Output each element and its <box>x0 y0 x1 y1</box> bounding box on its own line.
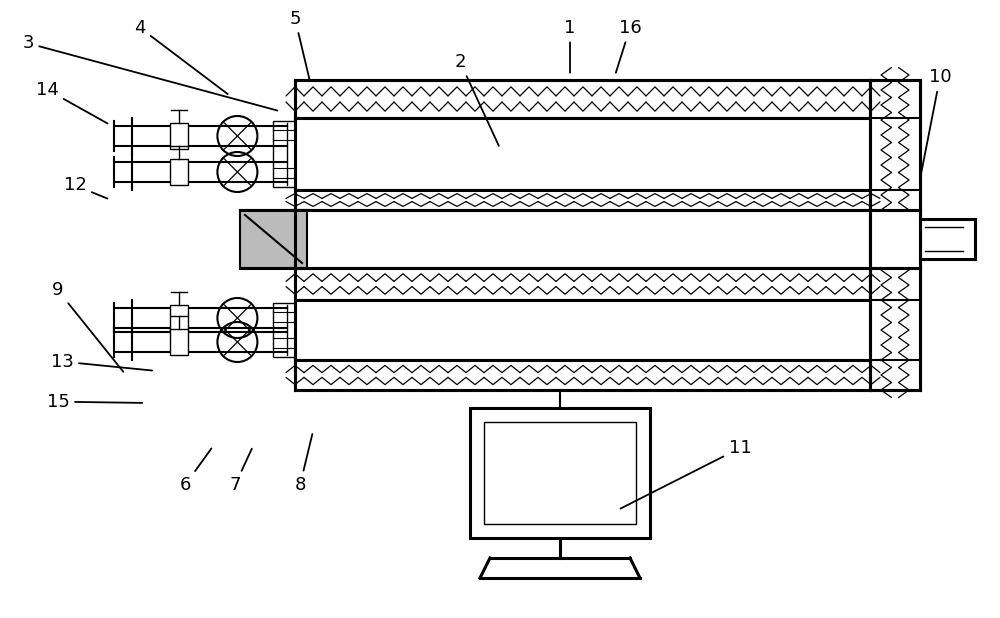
Bar <box>870 80 920 390</box>
Bar <box>273 303 295 357</box>
Bar <box>240 210 307 268</box>
Bar <box>295 268 870 300</box>
Bar <box>170 159 188 185</box>
Text: 13: 13 <box>51 352 152 371</box>
Text: 2: 2 <box>454 53 499 146</box>
Text: 1: 1 <box>564 19 576 73</box>
Text: 16: 16 <box>616 19 641 73</box>
Bar <box>170 305 188 331</box>
Bar <box>170 123 188 149</box>
Bar <box>870 210 920 268</box>
Bar <box>295 190 870 210</box>
Text: 10: 10 <box>921 68 951 177</box>
Bar <box>295 80 870 118</box>
Bar <box>170 329 188 355</box>
Bar <box>273 121 295 187</box>
Text: 9: 9 <box>52 281 123 371</box>
Text: 6: 6 <box>179 449 211 494</box>
Bar <box>470 408 650 538</box>
Bar <box>484 422 636 524</box>
Text: 12: 12 <box>64 176 107 198</box>
Text: 4: 4 <box>134 19 228 94</box>
Text: 15: 15 <box>47 392 142 411</box>
Text: 11: 11 <box>620 439 751 509</box>
Bar <box>295 360 870 390</box>
Text: 3: 3 <box>22 34 277 111</box>
Text: 8: 8 <box>294 434 312 494</box>
Text: 14: 14 <box>36 80 108 124</box>
Text: 7: 7 <box>229 449 252 494</box>
Text: 5: 5 <box>289 9 309 79</box>
